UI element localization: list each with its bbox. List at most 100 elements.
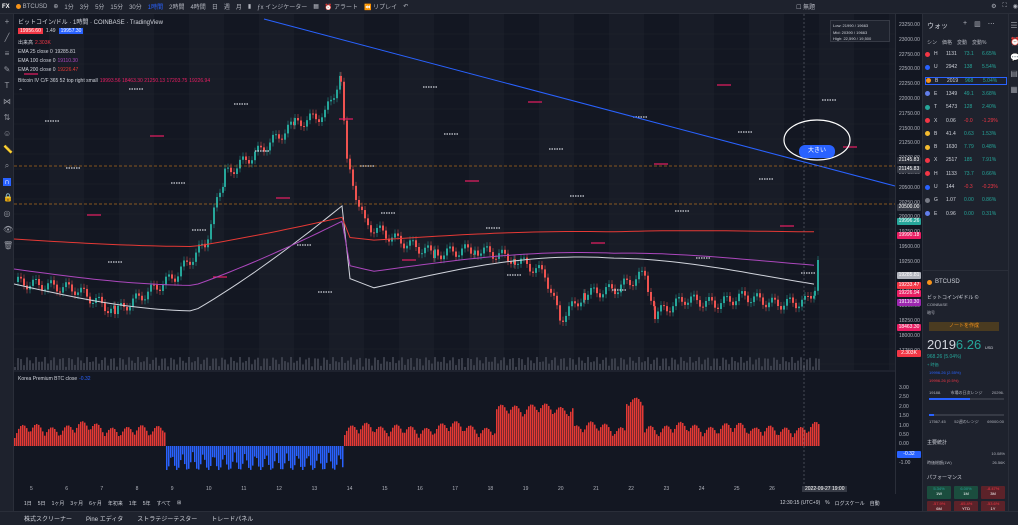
time-scale[interactable]: 5 6 7 8 9 10 11 12 13 14 15 16 17 18 19 20 21 22 23 24 25 26 2… xyxy=(14,484,895,494)
range-5y[interactable]: 5年 xyxy=(142,501,151,507)
alert-button[interactable]: ⏰ アラート xyxy=(324,5,359,11)
interval-2[interactable]: 5分 xyxy=(95,5,105,11)
tab-strategy-tester[interactable]: ストラテジーテスター xyxy=(137,517,198,523)
col-change-pct[interactable]: 変動% xyxy=(972,40,987,46)
detail-symbol[interactable]: BTCUSD xyxy=(935,279,960,285)
range-6m[interactable]: 6ヶ月 xyxy=(89,501,102,507)
collapse-legend-icon[interactable]: ⌃ xyxy=(18,89,24,95)
tab-screener[interactable]: 株式スクリーナー xyxy=(24,517,73,523)
alerts-icon[interactable]: ⏰ xyxy=(1010,37,1018,46)
price-scale[interactable]: 23250.00 23000.00 22750.00 22500.00 22250.00… xyxy=(895,14,922,494)
chart-canvas[interactable] xyxy=(14,14,895,494)
performance-cell[interactable]: -57.9% 6M xyxy=(927,501,951,514)
watchlist-row[interactable]: B 2019 968 5.04% xyxy=(925,76,1007,85)
performance-cell[interactable]: -8.47% 3M xyxy=(981,486,1005,499)
interval-4[interactable]: 30分 xyxy=(129,5,142,11)
watchlist-row[interactable]: U 144 -0.3 -0.23% xyxy=(925,183,1007,191)
camera-icon[interactable]: ◉ xyxy=(1012,4,1018,10)
layout-button[interactable]: ☐ 無題 xyxy=(796,5,816,11)
range-3m[interactable]: 3ヶ月 xyxy=(70,501,84,507)
col-change[interactable]: 変動 xyxy=(957,40,968,46)
crosshair-icon[interactable]: + xyxy=(4,17,10,26)
add-symbol-icon[interactable]: ⊕ xyxy=(53,4,59,10)
vp-legend[interactable]: Bitcoin IV C/F 365 52 top right small 19… xyxy=(18,77,210,84)
interval-6[interactable]: 2時間 xyxy=(169,5,185,11)
calendar-icon[interactable]: ▦ xyxy=(1010,85,1018,94)
interval-5[interactable]: 1時間 xyxy=(147,5,164,11)
performance-cell[interactable]: 5.34% 1W xyxy=(927,486,951,499)
watchlist-title[interactable]: ウォッ xyxy=(927,23,948,30)
tab-trading-panel[interactable]: トレードパネル xyxy=(211,517,254,523)
add-icon[interactable]: + xyxy=(963,20,968,27)
watchlist-row[interactable]: X 0.06 -0.0 -1.29% xyxy=(925,117,1007,125)
trend-line-icon[interactable]: ╱ xyxy=(4,33,10,42)
chat-icon[interactable]: 💬 xyxy=(1010,53,1018,62)
undo-icon[interactable]: ↶ xyxy=(403,4,409,10)
watchlist-row[interactable]: X 2517 185 7.91% xyxy=(925,156,1007,164)
create-note-button[interactable]: ノートを作成 xyxy=(929,322,999,331)
ema100-legend[interactable]: EMA 100 close 0 19110.30 xyxy=(18,57,78,64)
menu-icon[interactable]: FX xyxy=(2,3,10,10)
chart-title[interactable]: ビットコイン/ドル · 1時間 · COINBASE · TradingView xyxy=(18,20,163,26)
watchlist-row[interactable]: U 2942 138 5.54% xyxy=(925,63,1007,71)
performance-cell[interactable]: 6.00% 1M xyxy=(954,486,978,499)
symbol-search[interactable]: BTCUSD xyxy=(15,4,47,10)
watchlist-row[interactable]: B 1630 7.79 0.48% xyxy=(925,143,1007,151)
chart-pane[interactable]: ビットコイン/ドル · 1時間 · COINBASE · TradingView… xyxy=(14,14,895,494)
pattern-icon[interactable]: ⋈ xyxy=(3,97,11,106)
settings-icon[interactable]: ⚙ xyxy=(991,4,997,10)
stats-title[interactable]: 主要統計 xyxy=(927,440,948,446)
performance-cell[interactable]: -53.6% 1Y xyxy=(981,501,1005,514)
ema25-legend[interactable]: EMA 25 close 0 19285.81 xyxy=(18,48,76,55)
watchlist-row[interactable]: G 1.07 0.00 0.86% xyxy=(925,196,1007,204)
zoom-icon[interactable]: ⌕ xyxy=(4,161,10,170)
range-1y[interactable]: 1年 xyxy=(128,501,137,507)
prediction-icon[interactable]: ⇅ xyxy=(3,113,11,122)
annotation-bubble[interactable]: 大きい xyxy=(799,145,835,158)
buy-price[interactable]: 19957.30 xyxy=(58,28,84,34)
ema200-legend[interactable]: EMA 200 close 0 19226.47 xyxy=(18,66,78,73)
interval-1[interactable]: 3分 xyxy=(79,5,90,11)
icons-icon[interactable]: ☺ xyxy=(3,129,12,138)
brush-icon[interactable]: ✎ xyxy=(3,65,11,74)
col-symbol[interactable]: シン xyxy=(927,40,938,46)
range-1m[interactable]: 1ヶ月 xyxy=(51,501,65,507)
watchlist-row[interactable]: B 41.4 0.63 1.53% xyxy=(925,130,1007,138)
watchlist-icon[interactable]: ☰ xyxy=(1010,21,1018,30)
sub-legend[interactable]: Korea Premium BTC close -0.32 xyxy=(18,375,91,382)
range-5d[interactable]: 5日 xyxy=(37,501,46,507)
range-1d[interactable]: 1日 xyxy=(24,501,32,507)
volume-legend[interactable]: 出来高 2.303K xyxy=(18,39,51,46)
performance-cell[interactable]: -65.4% YTD xyxy=(954,501,978,514)
watchlist-row[interactable]: E 1349 49.1 3.68% xyxy=(925,90,1007,98)
auto-toggle[interactable]: 自動 xyxy=(869,501,880,507)
magnet-icon[interactable]: ∩ xyxy=(3,177,11,186)
interval-3[interactable]: 15分 xyxy=(110,5,124,11)
hide-icon[interactable]: ◎ xyxy=(3,209,11,218)
layout-icon[interactable]: ▥ xyxy=(974,21,981,28)
sell-price[interactable]: 19956.60 xyxy=(18,28,43,34)
timezone-label[interactable]: 12:30:15 (UTC+9) xyxy=(780,500,821,506)
log-toggle[interactable]: ログスケール xyxy=(834,501,865,507)
interval-7[interactable]: 4時間 xyxy=(190,5,206,11)
goto-date-icon[interactable]: ⊞ xyxy=(176,500,182,506)
interval-10[interactable]: 月 xyxy=(235,5,242,11)
fib-icon[interactable]: ≡ xyxy=(4,49,10,58)
watchlist-row[interactable]: H 1133 73.7 0.66% xyxy=(925,170,1007,178)
trash-icon[interactable]: 🗑 xyxy=(3,241,14,250)
replay-button[interactable]: ⏪ リプレイ xyxy=(364,5,398,11)
range-ytd[interactable]: 年初来 xyxy=(107,501,123,507)
range-all[interactable]: すべて xyxy=(156,501,171,507)
interval-9[interactable]: 週 xyxy=(223,5,230,11)
news-icon[interactable]: ▤ xyxy=(1010,69,1018,78)
performance-title[interactable]: パフォーマンス xyxy=(927,475,962,481)
col-price[interactable]: 価格 xyxy=(942,40,953,46)
watchlist-row[interactable]: H 1131 73.1 6.65% xyxy=(925,50,1007,58)
candle-type-icon[interactable]: ▮ xyxy=(247,4,252,10)
tab-pine-editor[interactable]: Pine エディタ xyxy=(86,517,124,523)
watchlist-row[interactable]: E 0.96 0.00 0.31% xyxy=(925,210,1007,218)
text-icon[interactable]: T xyxy=(4,81,10,90)
indicators-button[interactable]: ƒx インジケーター xyxy=(257,5,308,11)
ruler-icon[interactable]: 📏 xyxy=(3,145,13,154)
lock-icon[interactable]: 🔒 xyxy=(3,193,13,202)
